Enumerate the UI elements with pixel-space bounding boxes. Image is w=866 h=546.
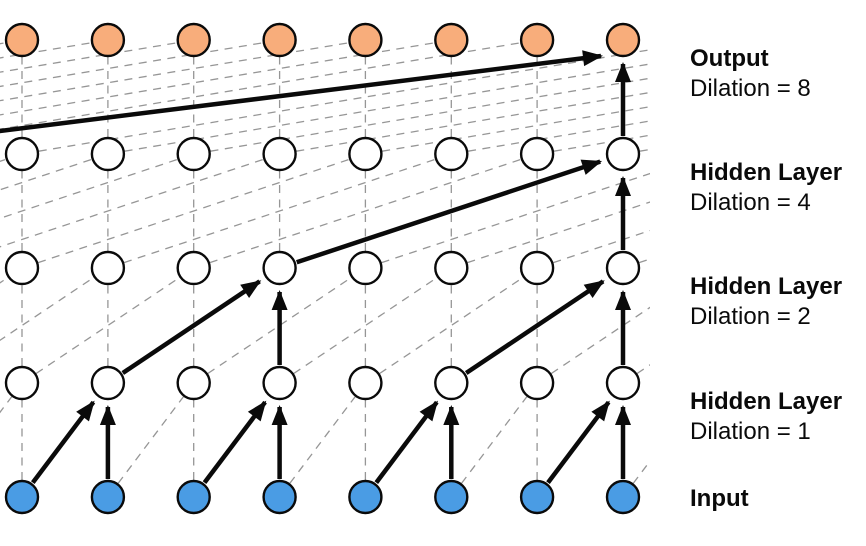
network-graph xyxy=(0,22,650,515)
output-node xyxy=(605,22,641,58)
dashed-connection xyxy=(209,158,522,264)
hidden-node xyxy=(90,250,126,286)
layer-dilation: Dilation = 2 xyxy=(690,303,811,330)
hidden-node xyxy=(434,365,469,401)
highlighted-connection-arrow xyxy=(31,400,96,484)
dashed-connection xyxy=(0,42,263,88)
input-node xyxy=(434,479,469,515)
layer-name: Hidden Layer xyxy=(690,159,843,186)
dashed-connection xyxy=(0,42,435,116)
dashed-connection xyxy=(0,158,92,191)
layer-dilation: Dilation = 1 xyxy=(690,418,811,445)
layer-name: Output xyxy=(690,45,769,72)
dashed-connection xyxy=(0,158,178,219)
hidden-node xyxy=(262,250,297,286)
input-node xyxy=(605,479,641,515)
hidden-node xyxy=(348,365,383,401)
hidden-node xyxy=(176,250,211,286)
output-node xyxy=(4,22,40,58)
layer-name: Hidden Layer xyxy=(690,273,843,300)
dashed-connection xyxy=(37,158,350,264)
layer-label-hidden-2: Hidden Layer Dilation = 2 xyxy=(690,272,842,332)
dashed-connection xyxy=(460,396,528,484)
highlighted-connection-arrow xyxy=(202,400,267,484)
dashed-connection xyxy=(550,306,650,375)
input-node xyxy=(90,479,126,515)
dashed-connection xyxy=(0,42,349,102)
dashed-connection xyxy=(117,396,185,484)
input-node xyxy=(4,479,40,515)
dashed-connection xyxy=(636,364,650,375)
hidden-node xyxy=(434,250,469,286)
highlighted-connection-arrow xyxy=(0,50,603,134)
hidden-node xyxy=(4,250,40,286)
input-node xyxy=(519,479,555,515)
dashed-connection xyxy=(553,229,650,264)
hidden-node xyxy=(519,365,555,401)
layer-name: Hidden Layer xyxy=(690,388,843,415)
layer-dilation: Dilation = 8 xyxy=(690,75,811,102)
output-node xyxy=(519,22,555,58)
hidden-node xyxy=(348,136,383,172)
output-node xyxy=(434,22,469,58)
layer-label-input: Input xyxy=(690,484,749,514)
dashed-connection xyxy=(0,42,92,59)
dashed-connection xyxy=(0,396,13,414)
hidden-node xyxy=(434,136,469,172)
hidden-node xyxy=(605,250,641,286)
dashed-connection xyxy=(0,42,178,73)
highlighted-connection-arrow xyxy=(121,279,262,375)
output-node xyxy=(262,22,297,58)
dashed-connection xyxy=(0,276,95,342)
output-node xyxy=(176,22,211,58)
dashed-connection xyxy=(0,158,264,248)
output-node xyxy=(90,22,126,58)
highlighted-connection-arrow xyxy=(374,400,439,484)
hidden-node xyxy=(262,136,297,172)
layer-labels: Output Dilation = 8 Hidden Layer Dilatio… xyxy=(690,0,866,546)
input-node xyxy=(348,479,383,515)
hidden-node xyxy=(176,136,211,172)
hidden-node xyxy=(605,136,641,172)
dashed-connection xyxy=(123,158,436,264)
dashed-connection xyxy=(381,172,650,264)
hidden-node xyxy=(90,136,126,172)
hidden-node xyxy=(605,365,641,401)
dashed-connection xyxy=(0,42,521,130)
highlighted-connection-arrow xyxy=(464,279,605,375)
dashed-connection xyxy=(639,148,650,152)
hidden-node xyxy=(519,136,555,172)
highlighted-connection-arrow xyxy=(546,400,611,484)
dashed-connection xyxy=(632,460,650,484)
dashed-connection xyxy=(289,396,356,484)
hidden-node xyxy=(90,365,126,401)
highlighted-connection-arrow xyxy=(295,159,603,265)
layer-dilation: Dilation = 4 xyxy=(690,189,811,216)
layer-label-output: Output Dilation = 8 xyxy=(690,44,811,104)
layer-name: Input xyxy=(690,485,749,512)
layer-label-hidden-4: Hidden Layer Dilation = 4 xyxy=(690,158,842,218)
input-node xyxy=(262,479,297,515)
dashed-connection xyxy=(0,42,6,45)
layer-label-hidden-1: Hidden Layer Dilation = 1 xyxy=(690,387,842,447)
hidden-node xyxy=(4,136,40,172)
dashed-connection xyxy=(0,276,9,284)
hidden-node xyxy=(176,365,211,401)
hidden-node xyxy=(262,365,297,401)
hidden-node xyxy=(519,250,555,286)
hidden-node xyxy=(348,250,383,286)
input-node xyxy=(176,479,211,515)
dashed-connection xyxy=(382,106,650,152)
output-node xyxy=(348,22,383,58)
hidden-node xyxy=(4,365,40,401)
